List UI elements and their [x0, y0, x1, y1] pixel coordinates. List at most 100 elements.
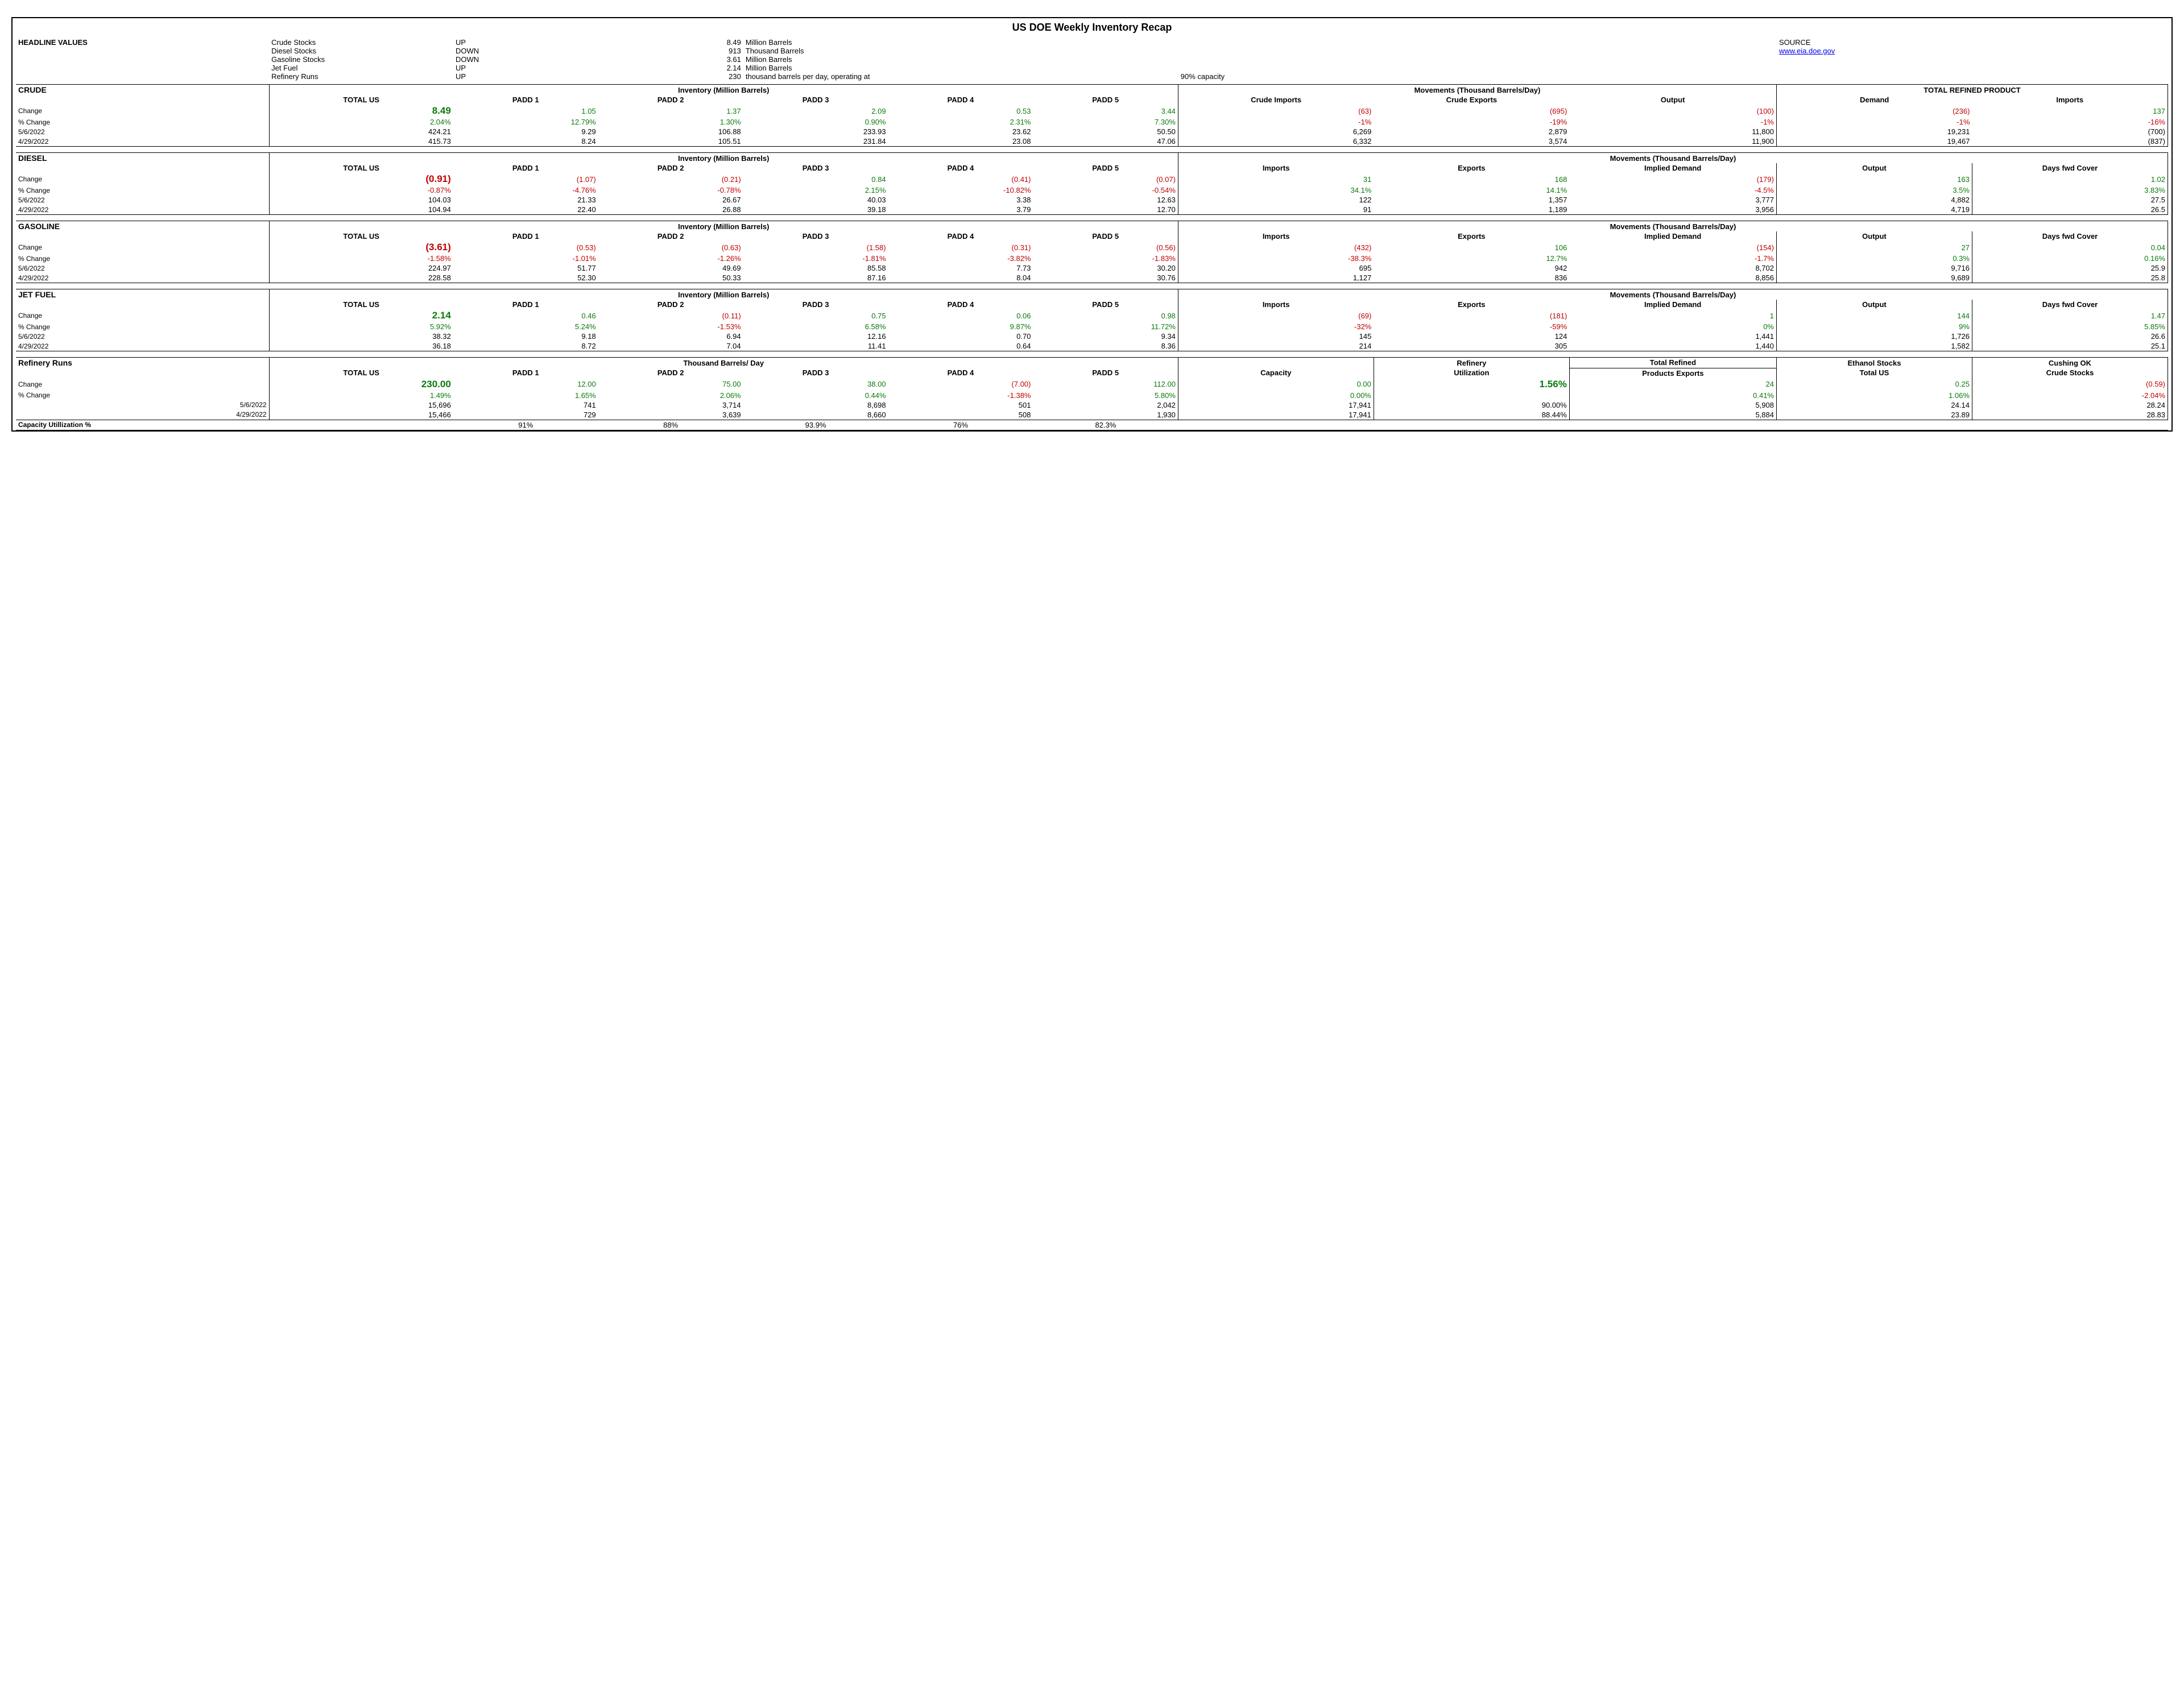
data-cell: 3,956	[1569, 205, 1776, 215]
data-cell: 0.41%	[1569, 391, 1776, 400]
data-cell: 49.69	[598, 263, 743, 273]
data-cell: (236)	[1777, 105, 1972, 117]
g-p2: PADD 2	[598, 231, 743, 241]
gas-mov-hdr: Movements (Thousand Barrels/Day)	[1178, 221, 2168, 232]
data-cell: 40.03	[743, 195, 888, 205]
data-cell: 19,467	[1777, 136, 1972, 147]
d-total: TOTAL US	[269, 163, 453, 173]
data-cell: 0.46	[453, 309, 598, 322]
h-p2: PADD 2	[598, 95, 743, 105]
data-cell: -0.87%	[269, 185, 453, 195]
hv-val-2: 3.61	[598, 55, 743, 64]
gasoline-section: GASOLINE	[16, 221, 269, 232]
data-cell: (181)	[1374, 309, 1569, 322]
data-cell: -10.82%	[888, 185, 1033, 195]
data-cell: 1,127	[1178, 273, 1374, 283]
data-cell: 145	[1178, 331, 1374, 341]
data-cell: 26.67	[598, 195, 743, 205]
r-p3: PADD 3	[743, 368, 888, 378]
data-cell: 24	[1569, 378, 1776, 391]
data-cell: 11,800	[1569, 127, 1776, 136]
data-cell: 50.33	[598, 273, 743, 283]
data-cell: 28.24	[1972, 400, 2168, 410]
data-cell: 1,726	[1777, 331, 1972, 341]
data-cell: -1.83%	[1033, 254, 1178, 263]
data-cell: 1.02	[1972, 173, 2168, 185]
d-p4: PADD 4	[888, 163, 1033, 173]
data-cell: 2.06%	[598, 391, 743, 400]
d-p3: PADD 3	[743, 163, 888, 173]
data-cell: 0.53	[888, 105, 1033, 117]
data-cell: 21.33	[453, 195, 598, 205]
data-cell: 0.90%	[743, 117, 888, 127]
g-m4: Days fwd Cover	[1972, 231, 2168, 241]
gasoline-table: GASOLINE Inventory (Million Barrels) Mov…	[16, 221, 2168, 283]
data-cell: 2.15%	[743, 185, 888, 195]
data-cell: 5.24%	[453, 322, 598, 331]
data-cell: 9.34	[1033, 331, 1178, 341]
source-link[interactable]: www.eia.doe.gov	[1779, 47, 1835, 55]
data-cell: 695	[1178, 263, 1374, 273]
data-cell: 4,719	[1777, 205, 1972, 215]
data-cell: 26.6	[1972, 331, 2168, 341]
cu-4: 76%	[888, 420, 1033, 430]
data-cell: 12.16	[743, 331, 888, 341]
data-cell: 3,574	[1374, 136, 1569, 147]
data-cell: 729	[453, 410, 598, 420]
data-cell: 52.30	[453, 273, 598, 283]
data-cell: 87.16	[743, 273, 888, 283]
g-m0: Imports	[1178, 231, 1374, 241]
data-cell: (0.21)	[598, 173, 743, 185]
crude-trp-hdr: TOTAL REFINED PRODUCT	[1777, 85, 2168, 96]
data-cell: 230.00	[269, 378, 453, 391]
j-p5: PADD 5	[1033, 300, 1178, 309]
data-cell: 168	[1374, 173, 1569, 185]
data-cell: 137	[1972, 105, 2168, 117]
data-cell: 0.70	[888, 331, 1033, 341]
d-p2: PADD 2	[598, 163, 743, 173]
data-cell: (3.61)	[269, 241, 453, 254]
hv-unit-1: Thousand Barrels	[743, 47, 1178, 55]
data-cell: 6.58%	[743, 322, 888, 331]
data-cell: -59%	[1374, 322, 1569, 331]
data-cell: 1,582	[1777, 341, 1972, 351]
data-cell: 105.51	[598, 136, 743, 147]
data-cell: 12.63	[1033, 195, 1178, 205]
hv-name-4: Refinery Runs	[269, 72, 453, 81]
data-cell: 6,269	[1178, 127, 1374, 136]
data-cell: 50.50	[1033, 127, 1178, 136]
data-cell: 23.89	[1777, 410, 1972, 420]
data-cell: 224.97	[269, 263, 453, 273]
data-cell: -19%	[1374, 117, 1569, 127]
data-cell: (100)	[1569, 105, 1776, 117]
j-p3: PADD 3	[743, 300, 888, 309]
d-m3: Output	[1777, 163, 1972, 173]
data-cell	[1374, 391, 1569, 400]
data-cell: 12.79%	[453, 117, 598, 127]
data-cell: -4.76%	[453, 185, 598, 195]
d-m2: Implied Demand	[1569, 163, 1776, 173]
j-m1: Exports	[1374, 300, 1569, 309]
g-p4: PADD 4	[888, 231, 1033, 241]
data-cell: 7.30%	[1033, 117, 1178, 127]
data-cell: (837)	[1972, 136, 2168, 147]
data-cell: (0.56)	[1033, 241, 1178, 254]
row-label: % Change	[16, 322, 269, 331]
data-cell: 1,441	[1569, 331, 1776, 341]
data-cell: -38.3%	[1178, 254, 1374, 263]
data-cell: 0.64	[888, 341, 1033, 351]
data-cell: -1.38%	[888, 391, 1033, 400]
row-label: 4/29/2022	[16, 205, 269, 215]
data-cell: 75.00	[598, 378, 743, 391]
data-cell: 1.65%	[453, 391, 598, 400]
data-cell: -16%	[1972, 117, 2168, 127]
data-cell: 7.04	[598, 341, 743, 351]
data-cell: 3,777	[1569, 195, 1776, 205]
cu-5: 82.3%	[1033, 420, 1178, 430]
data-cell: 9.18	[453, 331, 598, 341]
data-cell: (63)	[1178, 105, 1374, 117]
g-p5: PADD 5	[1033, 231, 1178, 241]
data-cell: 1.49%	[269, 391, 453, 400]
jet-table: JET FUEL Inventory (Million Barrels) Mov…	[16, 289, 2168, 351]
h-co: Output	[1569, 95, 1776, 105]
